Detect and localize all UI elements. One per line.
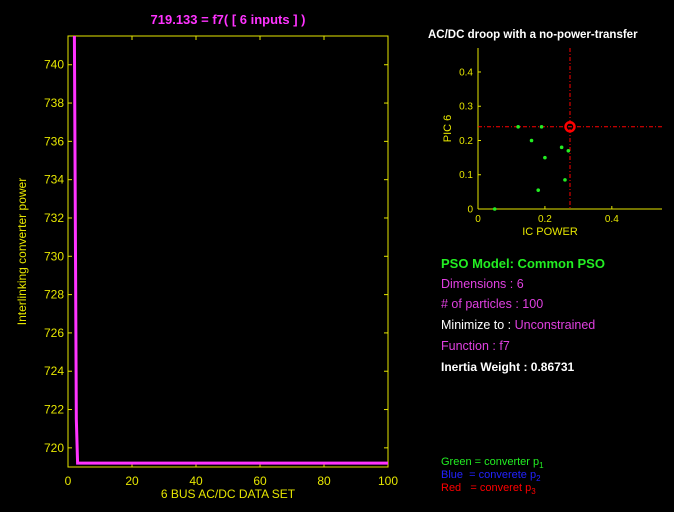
main-x-tick-label: 100 — [378, 474, 398, 488]
mini-x-tick-label: 0.4 — [605, 214, 619, 225]
main-y-tick-label: 740 — [44, 58, 64, 72]
mini-y-tick-label: 0.4 — [459, 67, 473, 78]
main-y-tick-label: 726 — [44, 326, 64, 340]
main-y-tick-label: 738 — [44, 96, 64, 110]
main-x-axis-label: 6 BUS AC/DC DATA SET — [161, 487, 296, 501]
inertia-weight-label: Inertia Weight : 0.86731 — [441, 360, 575, 374]
mini-x-tick-label: 0 — [475, 214, 481, 225]
mini-chart-title: AC/DC droop with a no-power-transfer — [428, 29, 638, 41]
main-y-tick-label: 730 — [44, 249, 64, 263]
mini-scatter-point — [529, 138, 534, 143]
legend-red: Red = converet p3 — [441, 482, 536, 496]
main-plot-frame — [67, 35, 389, 468]
mini-scatter-point — [559, 145, 564, 150]
main-x-tick-label: 80 — [317, 474, 331, 488]
legend-red-sub: 3 — [531, 487, 536, 497]
legend-blue-text: Blue = converete p — [441, 469, 537, 481]
legend-blue: Blue = converete p2 — [441, 469, 541, 483]
mini-best-point-marker — [564, 121, 576, 133]
legend-green-text: Green = converter p — [441, 456, 540, 468]
main-y-tick-label: 728 — [44, 288, 64, 302]
dimensions-label: Dimensions : 6 — [441, 277, 524, 291]
minimize-row: Minimize to : Unconstrained — [441, 318, 595, 332]
mini-scatter-point — [563, 178, 567, 182]
main-y-tick-label: 724 — [44, 364, 64, 378]
main-chart: 0 20 40 60 80 100 720 722 724 726 728 730 732 734 736 7… — [15, 12, 398, 501]
legend-green: Green = converter p1 — [441, 456, 544, 470]
legend-blue-sub: 2 — [536, 474, 541, 484]
mini-y-axis-label: PIC 6 — [442, 115, 454, 143]
pso-model-label: PSO Model: Common PSO — [441, 256, 605, 271]
mini-scatter-point — [536, 188, 541, 192]
mini-y-tick-label: 0 — [467, 205, 473, 216]
mini-chart: AC/DC droop with a no-power-transfer 0 0.2… — [428, 29, 662, 238]
mini-scatter-point — [539, 124, 544, 129]
main-series-line — [72, 35, 388, 465]
legend-red-text: Red = converet p — [441, 482, 532, 494]
main-x-tick-label: 40 — [189, 474, 203, 488]
main-y-tick-label: 722 — [44, 403, 64, 417]
mini-x-axis-label: IC POWER — [522, 226, 578, 238]
main-y-tick-label: 732 — [44, 211, 64, 225]
main-x-tick-label: 60 — [253, 474, 267, 488]
mini-x-tick-label: 0.2 — [538, 214, 552, 225]
mini-scatter-point — [543, 155, 547, 160]
main-y-tick-label: 734 — [44, 173, 64, 187]
main-y-tick-label: 736 — [44, 134, 64, 148]
particles-label: # of particles : 100 — [441, 297, 544, 311]
main-y-axis-label: Interlinking converter power — [15, 178, 29, 325]
main-x-tick-label: 20 — [125, 474, 139, 488]
legend-green-sub: 1 — [539, 461, 544, 471]
mini-y-tick-label: 0.1 — [459, 170, 473, 181]
mini-scatter-point — [566, 148, 571, 153]
function-label: Function : f7 — [441, 339, 510, 353]
main-chart-title: 719.133 = f7( [ 6 inputs ] ) — [151, 12, 306, 27]
mini-scatter-point — [492, 207, 497, 211]
mini-y-tick-label: 0.2 — [459, 136, 473, 147]
mini-y-tick-label: 0.3 — [459, 102, 473, 113]
minimize-value: Unconstrained — [514, 318, 596, 332]
minimize-label: Minimize to : — [441, 318, 515, 332]
main-x-tick-label: 0 — [65, 474, 72, 488]
main-y-tick-label: 720 — [44, 441, 64, 455]
mini-scatter-point — [516, 124, 520, 129]
